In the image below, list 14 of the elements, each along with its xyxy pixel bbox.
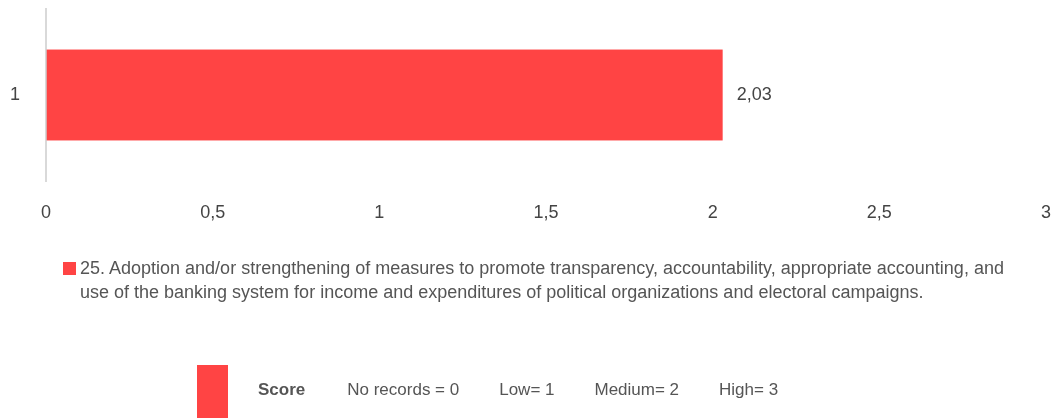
text: Low= 1 — [499, 380, 555, 400]
data-label: 2,03 — [736, 83, 772, 104]
x-tick-label: 1 — [374, 201, 385, 222]
x-tick-label: 0,5 — [200, 201, 226, 222]
text: High= 3 — [719, 380, 779, 400]
x-tick-label: 1,5 — [533, 201, 559, 222]
x-tick-label: 2,5 — [866, 201, 892, 222]
x-tick-label: 2 — [707, 201, 718, 222]
text: Score — [258, 380, 306, 400]
x-tick-label: 0 — [40, 201, 52, 222]
legend-label: 25. Adoption and/or strengthening of measures to promote transparency, accountability, appropriate accounting, and use of the banking system for income and expenditures of political organizations and electoral campaigns. — [80, 257, 1004, 302]
x-tick-label: 3 — [1040, 201, 1052, 222]
text: No records = 0 — [347, 380, 460, 400]
text: Medium= 2 — [594, 380, 680, 400]
